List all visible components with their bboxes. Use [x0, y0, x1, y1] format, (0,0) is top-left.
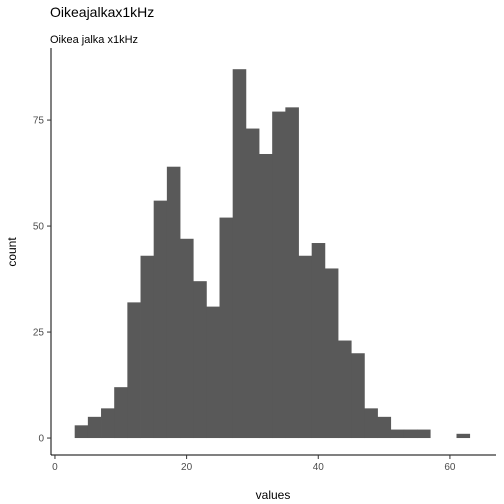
chart-title: Oikeajalkax1kHz: [50, 4, 154, 20]
histogram-bar-14: [259, 153, 273, 439]
histogram-bar-17: [298, 255, 313, 439]
x-tick-label: 0: [52, 462, 58, 473]
x-ticks-layer: 0 20 40 60: [52, 455, 456, 473]
y-axis-title: count: [5, 237, 19, 267]
histogram-bar-10: [206, 306, 220, 439]
histogram-bar-16: [285, 107, 299, 439]
histogram-bar-4: [127, 302, 141, 439]
histogram-bar-25: [403, 429, 418, 439]
y-ticks-layer: 0 25 50 75: [33, 116, 51, 445]
histogram-bar-21: [351, 353, 365, 439]
histogram-bar-8: [180, 238, 194, 439]
bars-layer: [74, 69, 471, 439]
histogram-bar-9: [193, 281, 207, 439]
histogram-bar-15: [272, 111, 286, 439]
histogram-bar-26: [417, 429, 431, 439]
histogram-bar-20: [338, 340, 352, 439]
x-tick-label: 20: [181, 462, 193, 473]
histogram-bar-19: [324, 268, 339, 439]
histogram-bar-7: [166, 166, 181, 439]
y-tick-label: 75: [33, 116, 45, 127]
histogram-bar-18: [311, 243, 326, 439]
histogram-bar-29: [456, 433, 471, 439]
histogram-bar-6: [153, 200, 168, 439]
x-axis-title: values: [256, 488, 291, 502]
y-tick-label: 25: [33, 328, 45, 339]
histogram-bar-5: [140, 255, 155, 439]
histogram-bar-1: [87, 416, 102, 439]
x-tick-label: 40: [313, 462, 325, 473]
histogram-bar-12: [232, 69, 247, 439]
histogram-bar-24: [390, 429, 405, 439]
histogram-bar-2: [101, 408, 115, 439]
x-tick-label: 60: [444, 462, 456, 473]
histogram-bar-13: [245, 128, 260, 439]
histogram-bar-23: [377, 416, 392, 439]
histogram-bar-3: [114, 387, 128, 439]
histogram-bar-22: [364, 408, 378, 439]
y-tick-label: 0: [38, 434, 44, 445]
histogram-bar-11: [219, 217, 234, 439]
histogram-bar-0: [74, 425, 89, 439]
y-tick-label: 50: [33, 222, 45, 233]
chart-subtitle: Oikea jalka x1kHz: [50, 34, 138, 46]
